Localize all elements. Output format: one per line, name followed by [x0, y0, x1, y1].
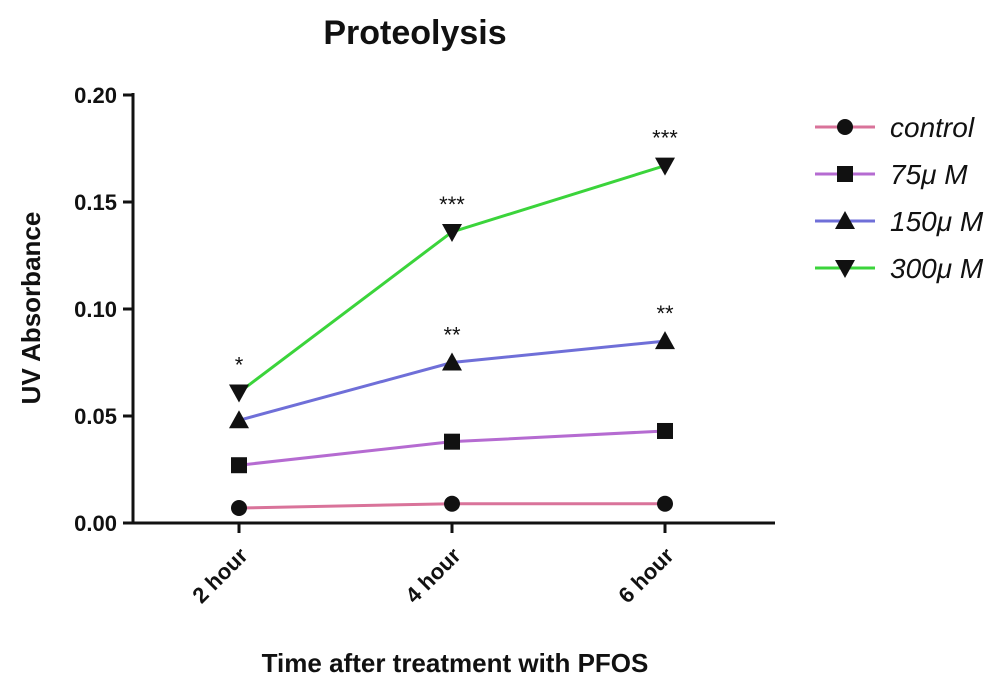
y-tick-label: 0.00 — [74, 511, 117, 536]
significance-annotation: *** — [652, 126, 678, 151]
series-0-point — [444, 495, 460, 512]
chart-title: Proteolysis — [323, 14, 506, 52]
significance-annotation: ** — [443, 323, 461, 348]
y-axis-label: UV Absorbance — [16, 212, 46, 405]
y-tick-label: 0.20 — [74, 83, 117, 108]
series-3-point — [655, 157, 675, 176]
series-3-point — [229, 384, 249, 403]
legend-label: control — [890, 112, 975, 143]
series-2-point — [229, 410, 249, 429]
legend-marker — [835, 211, 855, 229]
series-1-point — [444, 433, 460, 450]
significance-annotation: * — [235, 352, 244, 377]
legend-label: 300μ M — [890, 253, 984, 284]
legend-marker — [835, 260, 855, 278]
legend-marker — [837, 119, 853, 135]
y-tick-label: 0.05 — [74, 404, 117, 429]
series-2-point — [655, 331, 675, 350]
series-2-point — [442, 352, 462, 371]
series-0-point — [231, 500, 247, 517]
x-tick-label: 6 hour — [613, 543, 679, 609]
legend-label: 75μ M — [890, 159, 968, 190]
series-3-point — [442, 223, 462, 242]
y-tick-label: 0.10 — [74, 297, 117, 322]
significance-annotation: ** — [656, 301, 674, 326]
y-tick-label: 0.15 — [74, 190, 117, 215]
series-1-point — [231, 457, 247, 474]
x-tick-label: 4 hour — [400, 543, 466, 609]
legend-label: 150μ M — [890, 206, 984, 237]
legend: control 75μ M 150μ M 300μ M — [815, 112, 984, 284]
x-tick-label: 2 hour — [187, 543, 253, 609]
series-1-point — [657, 422, 673, 439]
series-0-point — [657, 495, 673, 512]
legend-marker — [837, 166, 853, 182]
x-axis-label: Time after treatment with PFOS — [262, 648, 649, 678]
significance-annotation: *** — [439, 192, 465, 217]
plot-area: *********** — [229, 126, 678, 517]
